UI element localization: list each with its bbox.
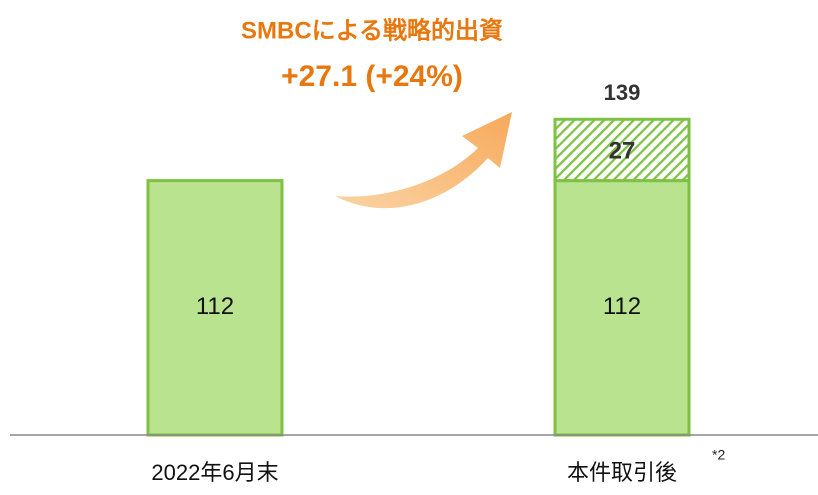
annotation-value: +27.1 (+24%) — [281, 60, 463, 93]
data-label: 112 — [603, 293, 641, 320]
data-label: 27 — [609, 137, 636, 164]
x-tick-label: 本件取引後 — [567, 460, 677, 485]
bar-segment — [553, 117, 691, 183]
x-tick-label: 2022年6月末 — [151, 460, 278, 485]
annotation-title: SMBCによる戦略的出資 — [241, 16, 503, 44]
data-label: 112 — [196, 293, 234, 320]
total-label: 139 — [604, 80, 641, 105]
arrow — [335, 112, 512, 209]
bar-segment — [553, 179, 691, 437]
bar-segment — [146, 179, 284, 437]
footnote-marker: *2 — [712, 447, 725, 463]
